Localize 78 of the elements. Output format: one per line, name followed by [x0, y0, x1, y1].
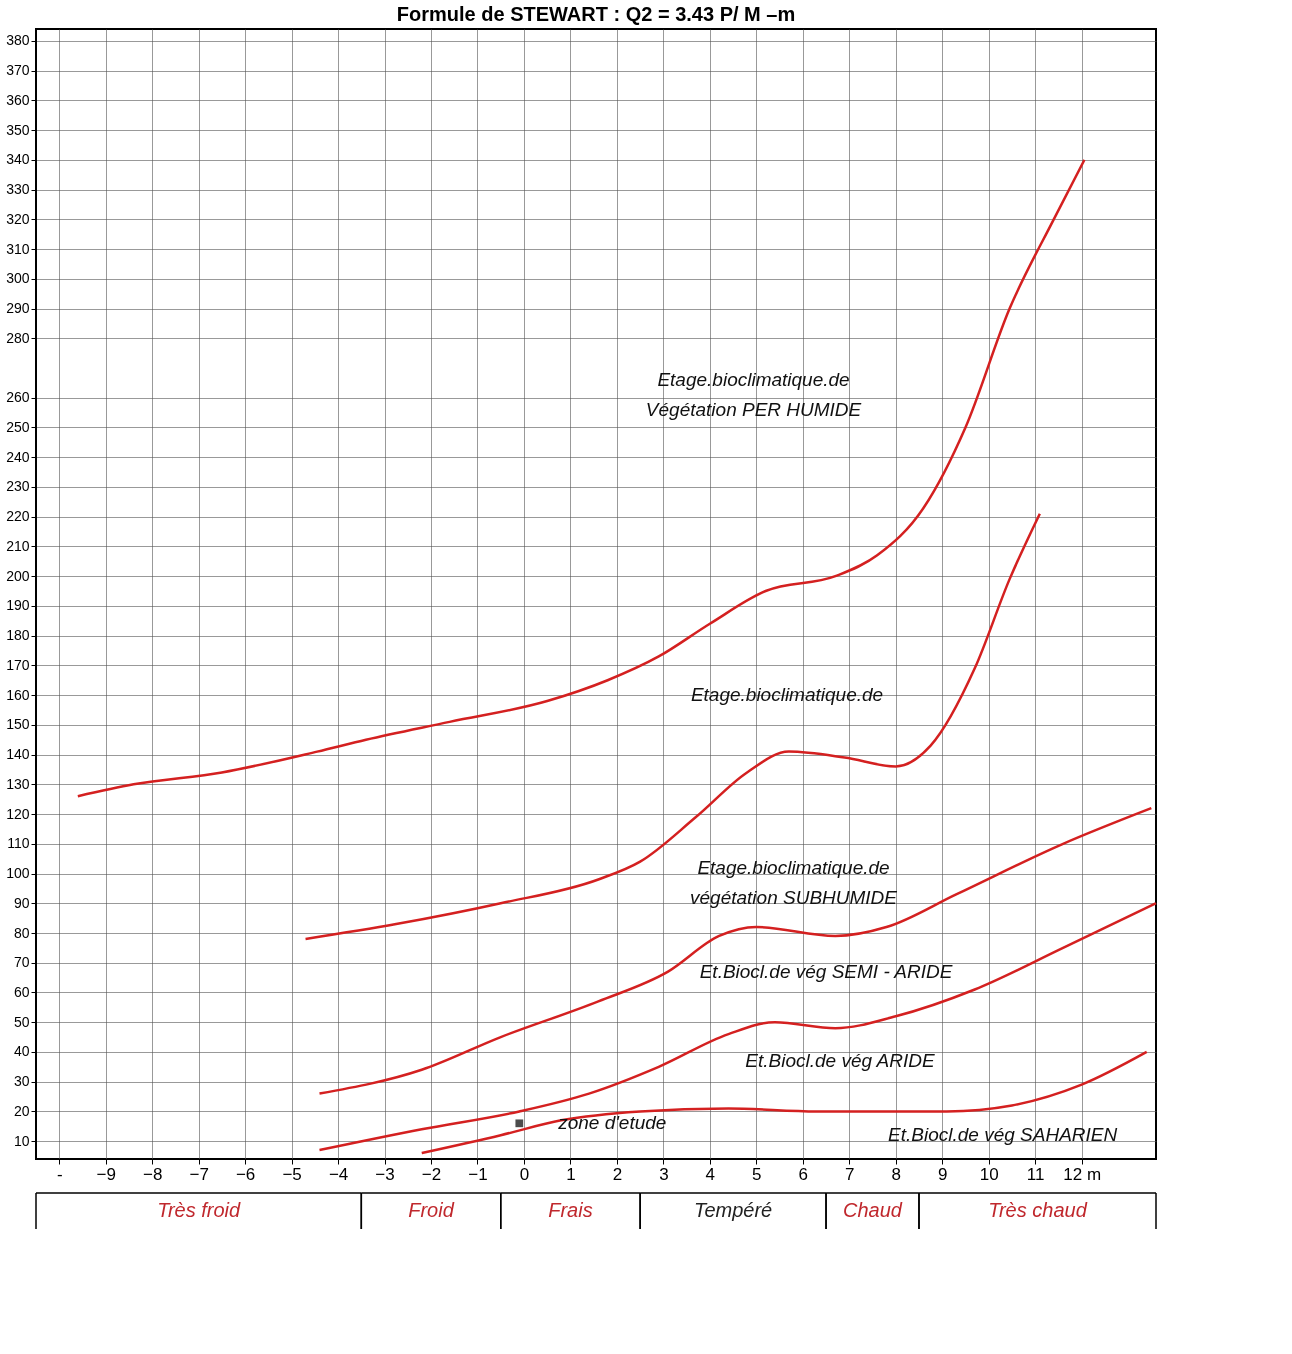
x-tick-label: 3: [659, 1164, 669, 1184]
x-tick-label: 5: [752, 1164, 762, 1184]
y-tick-label: 160: [6, 686, 30, 703]
y-tick-label: 190: [6, 597, 30, 614]
text: Frais: [548, 1199, 593, 1221]
y-tick-label: 100: [6, 865, 30, 882]
y-tick-label: 370: [6, 62, 30, 79]
y-tick-label: 320: [6, 210, 30, 227]
y-tick-label: 60: [13, 983, 30, 1000]
y-tick-label: 20: [13, 1102, 30, 1119]
annotation: Et.Biocl.de vég SAHARIEN: [888, 1124, 1118, 1146]
y-tick-label: 30: [13, 1073, 30, 1090]
y-tick-label: 120: [6, 805, 30, 822]
line-series: [304, 512, 1042, 941]
y-tick-label: 80: [13, 924, 30, 941]
x-tick-label: 8: [891, 1164, 901, 1184]
chart-title: Formule de STEWART : Q2 = 3.43 P/ M –m: [396, 3, 796, 25]
annotation: Etage.bioclimatique.de: [690, 684, 884, 706]
x-tick-label: 12 m: [1063, 1164, 1102, 1184]
x-tick-label: 9: [937, 1164, 948, 1184]
x-tick-label: 11: [1026, 1164, 1045, 1184]
y-tick-label: 130: [6, 775, 30, 792]
y-tick-label: 350: [6, 121, 30, 138]
text: Chaud: [843, 1199, 903, 1221]
y-tick-label: 380: [6, 32, 30, 49]
y-tick-label: 230: [6, 478, 30, 495]
y-tick-label: 290: [6, 300, 30, 317]
text: Très chaud: [988, 1199, 1088, 1221]
y-tick-label: 340: [6, 151, 30, 168]
y-tick-label: 250: [6, 418, 30, 435]
y-tick-label: 150: [6, 716, 30, 733]
y-tick-label: 240: [6, 448, 30, 465]
y-tick-label: 170: [6, 656, 30, 673]
x-tick-label: −5: [282, 1164, 302, 1184]
line-series: [420, 1050, 1148, 1155]
annotation: Et.Biocl.de vég SEMI - ARIDE: [699, 960, 953, 982]
annotation: Etage.bioclimatique.de Végétation PER HUMIDE: [645, 368, 862, 420]
x-tick-label: -: [56, 1164, 63, 1184]
x-tick-label: 2: [612, 1164, 623, 1184]
y-tick-label: 10: [13, 1132, 30, 1149]
line-series: [318, 806, 1153, 1095]
annotation: Et.Biocl.de vég ARIDE: [745, 1049, 935, 1071]
annotation: Etage.bioclimatique.de végétation SUBHUMIDE: [690, 856, 898, 908]
y-tick-label: 200: [6, 567, 30, 584]
line-series: [76, 158, 1086, 798]
x-tick-label: −2: [421, 1164, 442, 1184]
y-tick-label: 110: [7, 835, 30, 852]
x-tick-label: −3: [375, 1164, 395, 1184]
x-tick-label: −8: [142, 1164, 163, 1184]
annotation: zone d'etude: [557, 1112, 667, 1134]
y-tick-label: 330: [6, 181, 30, 198]
x-tick-label: 10: [979, 1164, 999, 1184]
y-tick-label: 180: [6, 627, 30, 644]
x-tick-label: 4: [705, 1164, 716, 1184]
x-tick-label: −1: [468, 1164, 488, 1184]
x-tick-label: −9: [96, 1164, 116, 1184]
y-tick-label: 50: [13, 1013, 30, 1030]
y-tick-label: 40: [13, 1043, 30, 1060]
y-tick-label: 300: [6, 270, 30, 287]
x-tick-label: −4: [328, 1164, 349, 1184]
text: Tempéré: [693, 1199, 773, 1221]
y-tick-label: 220: [6, 508, 30, 525]
x-tick-label: −7: [189, 1164, 209, 1184]
y-tick-label: 360: [6, 91, 30, 108]
y-tick-label: 90: [13, 894, 30, 911]
y-tick-label: 210: [6, 537, 30, 554]
x-tick-label: 6: [798, 1164, 809, 1184]
text: Très froid: [157, 1199, 242, 1221]
y-tick-label: 140: [6, 746, 30, 763]
x-tick-label: −6: [235, 1164, 256, 1184]
text: Froid: [408, 1199, 455, 1221]
y-tick-label: 310: [6, 240, 30, 257]
x-tick-label: 0: [519, 1164, 530, 1184]
x-tick-label: 1: [566, 1164, 576, 1184]
y-tick-label: 70: [13, 954, 30, 971]
y-tick-label: 280: [6, 329, 30, 346]
y-tick-label: 260: [6, 389, 30, 406]
x-tick-label: 7: [845, 1164, 855, 1184]
